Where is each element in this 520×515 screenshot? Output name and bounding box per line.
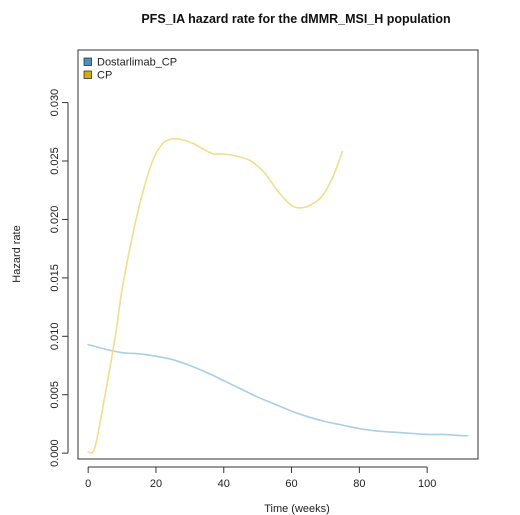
y-axis-label: Hazard rate xyxy=(11,225,23,282)
x-tick-label: 80 xyxy=(353,478,365,490)
series-layer xyxy=(87,137,469,454)
y-tick-label: 0.025 xyxy=(49,147,61,175)
x-tick-label: 0 xyxy=(85,478,91,490)
series-line-1 xyxy=(87,137,344,454)
y-tick-label: 0.020 xyxy=(49,206,61,234)
legend-swatch xyxy=(83,70,92,79)
y-tick-label: 0.015 xyxy=(49,264,61,292)
y-tick-label: 0.030 xyxy=(49,89,61,117)
legend-swatch xyxy=(83,57,92,66)
chart-title: PFS_IA hazard rate for the dMMR_MSI_H po… xyxy=(141,12,450,26)
plot-area xyxy=(77,49,479,460)
x-axis: 0 20 40 60 80 100 xyxy=(85,466,436,490)
x-tick-label: 20 xyxy=(150,478,162,490)
series-line-0 xyxy=(87,343,469,437)
x-tick-label: 40 xyxy=(218,478,230,490)
legend-label: Dostarlimab_CP xyxy=(97,57,177,69)
x-tick-label: 60 xyxy=(285,478,297,490)
y-tick-label: 0.000 xyxy=(49,439,61,467)
y-axis: 0.000 0.005 0.010 0.015 0.020 0.025 0.030 xyxy=(49,89,69,467)
x-tick-label: 100 xyxy=(418,478,436,490)
legend-label: CP xyxy=(97,70,112,82)
y-tick-label: 0.010 xyxy=(49,323,61,351)
y-tick-label: 0.005 xyxy=(49,381,61,409)
x-axis-label: Time (weeks) xyxy=(264,503,330,515)
